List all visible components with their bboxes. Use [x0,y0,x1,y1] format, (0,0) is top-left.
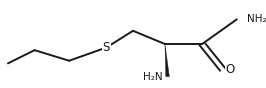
Text: O: O [226,63,235,76]
Polygon shape [165,44,169,77]
Text: S: S [103,41,110,54]
Text: H₂N: H₂N [143,72,163,82]
Text: NH₂: NH₂ [247,14,266,24]
